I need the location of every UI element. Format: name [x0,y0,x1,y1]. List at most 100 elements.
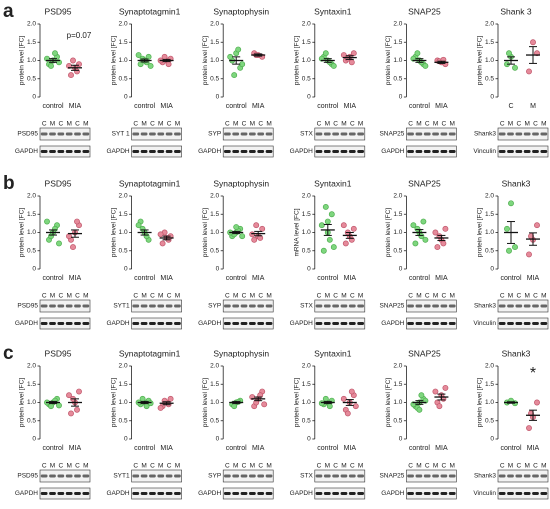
blot-band [65,304,73,308]
y-tick-label: 2.0 [393,21,402,28]
data-point [340,222,347,229]
blot-band [432,322,439,325]
data-point [342,240,349,247]
data-point [70,57,76,64]
lane-label: C [75,293,80,300]
blot-strip [497,145,549,158]
lane-label: M [358,121,363,128]
data-point [56,402,62,409]
blot-label: GAPDH [198,320,221,327]
lane-label: M [433,293,438,300]
blot-band [532,492,539,495]
data-point [440,240,447,247]
blot-strip [131,317,182,330]
y-tick-label: 1.5 [119,39,128,46]
blot-band [440,304,448,308]
blot-band [507,492,514,495]
chart-title: Synaptophysin [213,6,269,16]
chart-title: SNAP25 [408,6,441,16]
blot-band [257,132,265,136]
lane-label: C [333,121,338,128]
data-point [414,225,421,232]
data-point [432,388,439,395]
x-tick-label: MIA [435,275,448,282]
data-point [318,400,325,407]
y-tick-label: 0.5 [393,417,402,424]
blot-strip [222,487,274,500]
blot-band [249,492,256,495]
x-tick-label: control [409,445,430,452]
lane-label: C [317,293,322,300]
y-tick-label: 0 [124,266,128,273]
blot-band [448,150,456,153]
y-tick-label: 0 [307,266,311,273]
chart-title: Synaptotagmin1 [119,6,181,16]
blot-band [407,150,414,153]
blot-band [249,304,256,308]
data-point [512,244,518,251]
y-tick-label: 0.5 [119,247,128,254]
data-point [504,225,510,232]
lane-label: C [75,463,80,470]
blot-band [432,132,439,136]
y-axis-label: protein level [FC] [110,36,117,85]
data-point [66,392,72,399]
annotation: * [530,365,536,382]
lane-label: M [508,121,513,128]
blot-strip [406,317,457,330]
blot-band [540,492,548,495]
blot-band [540,474,548,478]
y-axis-label: protein level [FC] [202,378,209,427]
y-axis-label: protein level [FC] [202,208,209,257]
chart-title: Shank3 [502,348,531,358]
lane-label: C [225,463,230,470]
y-axis-label: protein level [FC] [202,36,209,85]
x-tick-label: control [226,275,247,282]
data-point [326,236,333,243]
blot-strip [497,299,549,313]
y-tick-label: 0.5 [302,247,311,254]
data-point [350,50,357,57]
blot-label: Shank3 [474,303,496,310]
y-tick-label: 1.5 [302,381,311,388]
x-tick-label: MIA [69,103,82,110]
y-axis-label: protein level [FC] [19,36,26,85]
chart-title: Shank 3 [500,6,531,16]
x-tick-label: MIA [252,275,265,282]
x-tick-label: control [409,103,430,110]
data-point [434,244,441,251]
data-point [74,218,80,225]
blot-band [432,150,439,153]
blot-band [407,492,414,495]
y-tick-label: 2.0 [302,21,311,28]
blot-band [357,322,364,325]
lane-label: C [258,463,263,470]
chart-title: SNAP25 [408,178,441,188]
blot-band [532,132,539,136]
blot-label: GAPDH [381,320,404,327]
y-tick-label: 0.5 [393,247,402,254]
blot-band [340,322,348,325]
blot-label: GAPDH [381,148,404,155]
lane-label: C [58,121,63,128]
blot-band [265,132,273,136]
blot-band [82,474,90,478]
data-point [233,224,240,230]
y-tick-label: 0 [490,94,494,101]
data-point [147,400,154,407]
x-tick-label: control [317,275,338,282]
y-tick-label: 0.5 [27,417,36,424]
blot-label: Vinculin [473,320,496,327]
y-tick-label: 0.5 [485,417,494,424]
y-tick-label: 1.5 [27,39,36,46]
blot-label: SYT1 [113,303,130,310]
lane-label: M [141,121,146,128]
data-point [253,222,260,229]
x-tick-label: control [134,445,155,452]
blot-band [323,492,331,495]
lane-label: C [516,121,521,128]
lane-label: C [242,121,247,128]
lane-label: M [175,463,180,470]
blot-strip [406,145,457,158]
